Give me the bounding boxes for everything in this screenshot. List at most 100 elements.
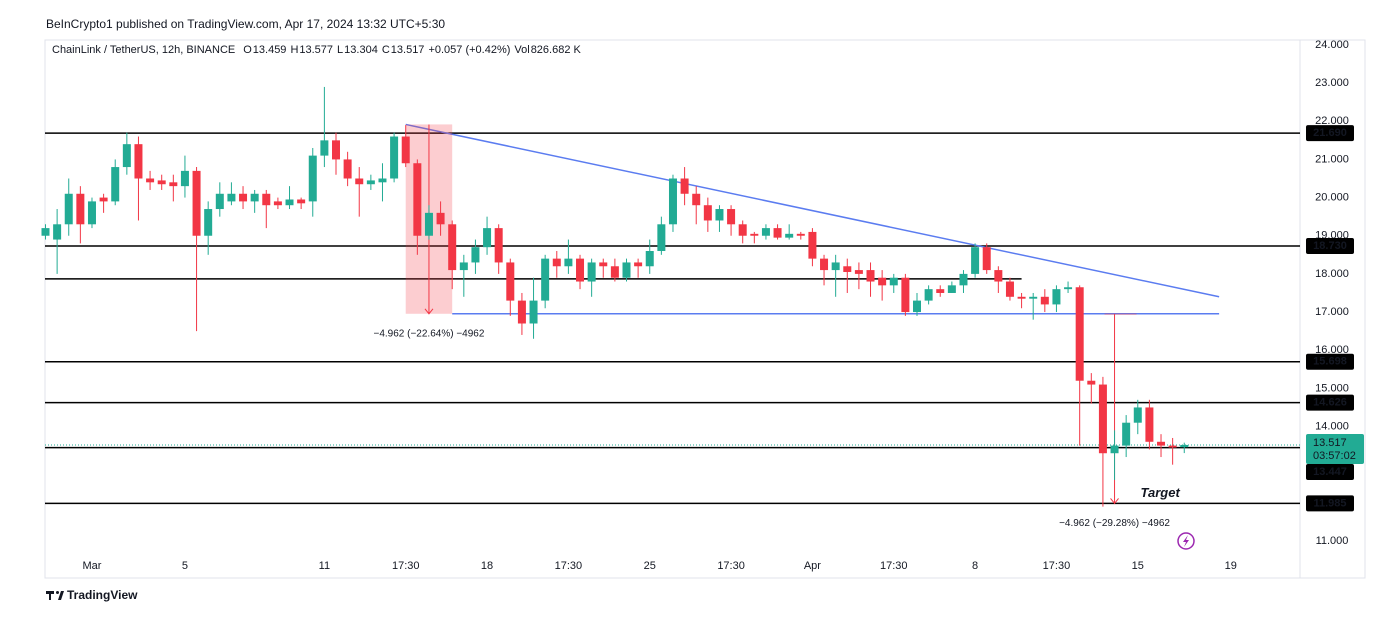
candle-body [99, 197, 108, 202]
candle-body [215, 193, 224, 210]
y-tick-label: 20.000 [1315, 191, 1349, 203]
level-label-box [1306, 238, 1354, 255]
candle-body [169, 182, 178, 187]
candle-body [576, 258, 585, 282]
candle-body [971, 247, 980, 274]
candle-body [1122, 422, 1131, 446]
candle-body [564, 258, 573, 267]
candle-body [913, 300, 921, 313]
countdown: 03:57:02 [1313, 450, 1356, 462]
candle-body [727, 209, 736, 225]
x-tick-label: 17:30 [717, 560, 745, 572]
level-label-box [1306, 353, 1354, 370]
candle-body [506, 262, 515, 301]
candle-body [761, 228, 770, 236]
x-tick-label: 19 [1225, 560, 1237, 572]
candle-body [808, 231, 817, 259]
level-label: 14.626 [1313, 397, 1347, 409]
candle-body [1005, 281, 1014, 297]
candle-body [1052, 289, 1061, 305]
candle-body [703, 205, 712, 221]
published-note: BeInCrypto1 published on TradingView.com… [46, 17, 445, 31]
logo-mark [46, 591, 54, 600]
symbol: ChainLink / TetherUS, 12h, BINANCE [52, 44, 235, 56]
x-tick-label: 17:30 [555, 560, 583, 572]
candle-body [1087, 380, 1096, 385]
candle-body [320, 140, 329, 156]
y-tick-label: 15.000 [1315, 382, 1349, 394]
icon-bolt [1183, 535, 1189, 547]
candle-body [366, 180, 375, 185]
candle-body [64, 193, 73, 225]
candle-body [959, 273, 968, 286]
footer-brand: TradingView [67, 588, 138, 602]
ohlc-value: 13.517 [391, 44, 425, 56]
candle-body [785, 233, 794, 238]
y-tick-label: 23.000 [1315, 77, 1349, 89]
logo-mark [58, 591, 64, 600]
candle-body [599, 262, 608, 267]
ohlc-key: H [290, 44, 298, 56]
level-label-box [1306, 463, 1354, 480]
level-label-box [1306, 495, 1354, 512]
volume-key: Vol [514, 44, 529, 56]
candle-body [134, 144, 143, 179]
y-tick-label: 16.000 [1315, 344, 1349, 356]
x-tick-label: 5 [182, 560, 188, 572]
candle-body [204, 209, 213, 236]
ohlc-value: 13.459 [253, 44, 287, 56]
x-tick-label: 18 [481, 560, 493, 572]
candle-body [1168, 445, 1177, 448]
x-tick-label: 11 [319, 560, 330, 572]
level-label: 11.985 [1313, 497, 1346, 509]
candle-body [53, 224, 62, 240]
candle-body [924, 289, 933, 301]
candle-body [831, 262, 840, 271]
candle-body [87, 201, 96, 225]
candle-body [1180, 444, 1189, 448]
candle-body [378, 178, 387, 183]
candle-body [76, 193, 85, 225]
candle-body [622, 262, 631, 278]
candle-body [773, 228, 782, 238]
arrow-head [424, 308, 434, 315]
candle-body [982, 247, 991, 271]
candle-body [424, 212, 433, 236]
candle-body [1157, 441, 1166, 446]
candle-body [227, 193, 236, 202]
candle-body [645, 251, 654, 267]
candle-body [738, 224, 747, 236]
candle-body [750, 233, 759, 236]
x-tick-label: 25 [644, 560, 656, 572]
candle-body [820, 258, 829, 271]
candle-body [239, 193, 248, 202]
candle-body [146, 178, 155, 183]
candle-body [285, 199, 294, 206]
y-tick-label: 18.000 [1315, 268, 1349, 280]
level-label-box [1306, 125, 1354, 142]
x-tick-label: 17:30 [392, 560, 420, 572]
trendline [405, 123, 1220, 298]
candle-body [1133, 407, 1142, 423]
target-label: Target [1141, 485, 1181, 500]
x-tick-label: 17:30 [880, 560, 908, 572]
candle-body [157, 180, 166, 185]
level-label: 15.698 [1313, 356, 1347, 368]
candle-body [250, 193, 259, 202]
candle-body [459, 262, 468, 271]
ohlc-value: 13.304 [344, 44, 378, 56]
candle-body [517, 300, 526, 324]
candle-body [1040, 296, 1049, 305]
candle-body [936, 289, 945, 293]
candle-body [122, 144, 131, 168]
volume-value: 826.682 K [531, 44, 582, 56]
candle-body [413, 163, 422, 236]
candle-body [355, 178, 364, 185]
y-tick-label: 22.000 [1315, 115, 1349, 127]
ohlc-value: 13.577 [299, 44, 333, 56]
candle-body [471, 247, 480, 263]
candle-body [1017, 296, 1026, 299]
candle-body [1064, 287, 1073, 290]
